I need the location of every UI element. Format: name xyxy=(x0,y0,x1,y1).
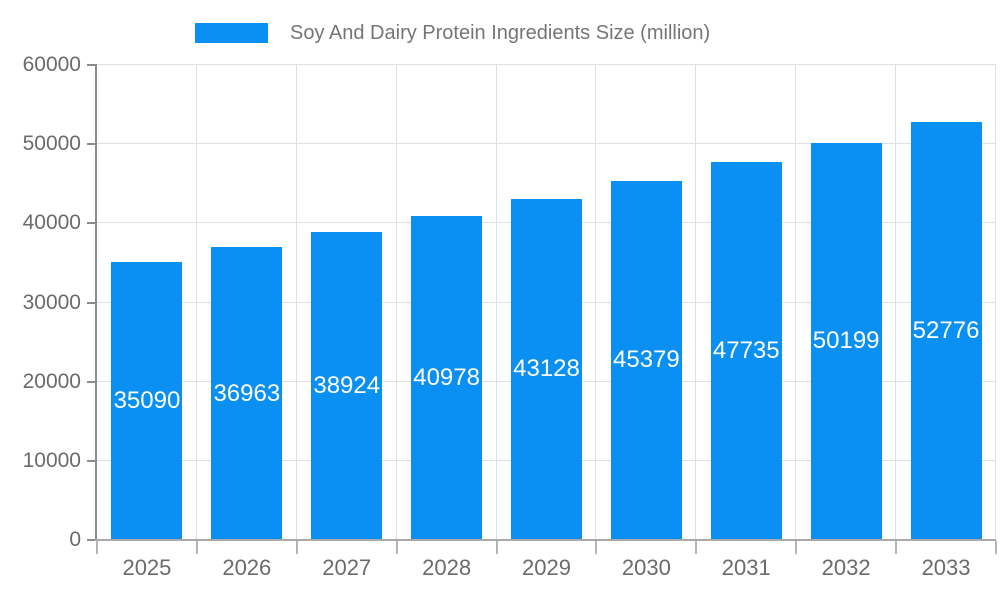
x-tick-label: 2027 xyxy=(322,555,372,580)
x-tick xyxy=(96,541,98,554)
bar[interactable] xyxy=(511,198,582,539)
x-tick-label: 2029 xyxy=(522,555,571,580)
legend[interactable]: Soy And Dairy Protein Ingredients Size (… xyxy=(195,22,710,44)
v-gridline xyxy=(895,65,897,540)
x-tick-label: 2031 xyxy=(721,555,771,580)
v-gridline xyxy=(495,65,497,540)
v-gridline xyxy=(795,65,797,540)
y-tick xyxy=(87,301,97,304)
bar-value-label: 45379 xyxy=(613,346,680,374)
v-gridline xyxy=(995,65,996,540)
bar-value-label: 52776 xyxy=(912,317,980,345)
y-tick-label: 50000 xyxy=(22,132,81,156)
y-tick-label: 20000 xyxy=(22,369,81,393)
bar[interactable] xyxy=(710,162,782,539)
y-tick-label: 60000 xyxy=(22,53,81,76)
v-gridline xyxy=(595,65,597,540)
bar[interactable] xyxy=(211,247,283,539)
x-tick-label: 2032 xyxy=(821,555,871,580)
legend-swatch[interactable] xyxy=(195,23,268,43)
bar-value-label: 47735 xyxy=(712,337,780,365)
h-gridline xyxy=(97,143,996,145)
bar[interactable] xyxy=(910,122,982,539)
x-tick-label: 2026 xyxy=(222,555,272,580)
v-gridline xyxy=(395,65,397,540)
bar[interactable] xyxy=(610,180,682,539)
bar[interactable] xyxy=(111,262,183,539)
x-tick xyxy=(195,541,198,554)
y-tick xyxy=(87,64,97,66)
y-tick xyxy=(87,380,97,383)
legend-label: Soy And Dairy Protein Ingredients Size (… xyxy=(290,22,711,44)
x-tick xyxy=(695,541,698,554)
x-tick xyxy=(495,541,498,554)
x-tick-label: 2028 xyxy=(422,555,472,580)
x-tick xyxy=(895,541,898,554)
v-gridline xyxy=(695,65,697,540)
bar-value-label: 35090 xyxy=(113,387,181,415)
y-tick xyxy=(87,539,97,541)
x-tick-label: 2030 xyxy=(621,555,671,580)
y-tick xyxy=(87,222,97,225)
bar-value-label: 43128 xyxy=(513,355,580,383)
x-tick xyxy=(395,541,398,554)
y-tick xyxy=(87,143,97,146)
h-gridline xyxy=(97,64,996,65)
bar-value-label: 40978 xyxy=(413,363,480,391)
y-tick xyxy=(87,459,97,462)
bar-value-label: 38924 xyxy=(313,371,381,399)
y-tick-label: 0 xyxy=(69,528,81,551)
x-tick xyxy=(295,541,298,554)
v-gridline xyxy=(295,65,297,540)
bar-value-label: 50199 xyxy=(812,327,880,355)
x-tick xyxy=(595,541,598,554)
v-gridline xyxy=(195,65,197,540)
bar[interactable] xyxy=(810,142,882,539)
y-tick-label: 10000 xyxy=(22,448,81,472)
y-tick-label: 40000 xyxy=(22,211,81,235)
bar-value-label: 36963 xyxy=(213,379,281,407)
x-tick-label: 2025 xyxy=(122,555,172,580)
x-tick-label: 2033 xyxy=(921,555,971,580)
bar[interactable] xyxy=(311,231,383,539)
x-axis-line xyxy=(95,539,996,541)
y-axis-line xyxy=(95,65,97,540)
x-tick xyxy=(795,541,798,554)
x-tick xyxy=(995,541,997,554)
y-tick-label: 30000 xyxy=(22,290,81,314)
bar[interactable] xyxy=(411,215,483,539)
